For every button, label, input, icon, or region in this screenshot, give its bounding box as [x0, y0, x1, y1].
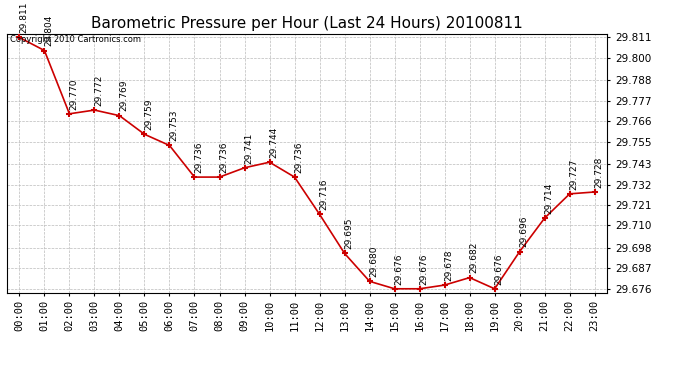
Text: 29.676: 29.676 — [420, 253, 428, 285]
Text: 29.744: 29.744 — [269, 127, 278, 158]
Text: 29.741: 29.741 — [244, 132, 253, 164]
Text: 29.714: 29.714 — [544, 183, 553, 214]
Text: 29.680: 29.680 — [369, 246, 378, 277]
Text: 29.736: 29.736 — [294, 141, 303, 173]
Text: 29.676: 29.676 — [394, 253, 403, 285]
Text: 29.682: 29.682 — [469, 242, 478, 273]
Text: 29.716: 29.716 — [319, 178, 328, 210]
Text: 29.770: 29.770 — [69, 78, 78, 110]
Text: 29.727: 29.727 — [569, 158, 578, 190]
Text: 29.696: 29.696 — [520, 216, 529, 248]
Text: Copyright 2010 Cartronics.com: Copyright 2010 Cartronics.com — [10, 35, 141, 44]
Text: 29.769: 29.769 — [119, 80, 128, 111]
Text: 29.753: 29.753 — [169, 110, 178, 141]
Text: 29.695: 29.695 — [344, 218, 353, 249]
Text: 29.728: 29.728 — [594, 156, 603, 188]
Text: 29.772: 29.772 — [94, 75, 103, 106]
Text: 29.736: 29.736 — [219, 141, 228, 173]
Text: 29.811: 29.811 — [19, 2, 28, 33]
Text: 29.804: 29.804 — [44, 15, 53, 46]
Text: 29.678: 29.678 — [444, 249, 453, 281]
Text: 29.759: 29.759 — [144, 99, 153, 130]
Title: Barometric Pressure per Hour (Last 24 Hours) 20100811: Barometric Pressure per Hour (Last 24 Ho… — [91, 16, 523, 31]
Text: 29.736: 29.736 — [194, 141, 203, 173]
Text: 29.676: 29.676 — [494, 253, 503, 285]
